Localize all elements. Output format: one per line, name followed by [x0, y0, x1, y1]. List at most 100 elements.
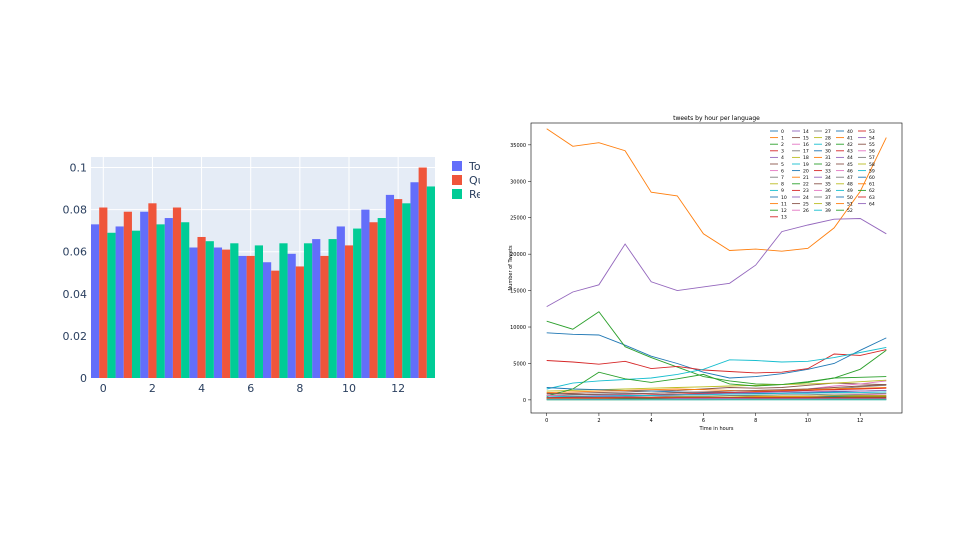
legend-label: 55 [869, 142, 875, 148]
legend-label: 6 [781, 168, 784, 174]
legend-label: 63 [869, 195, 875, 201]
legend-label: 11 [781, 201, 787, 207]
bar-quote [295, 266, 304, 378]
y-tick-label: 35000 [510, 143, 526, 149]
y-tick-label: 0.02 [63, 330, 88, 343]
x-tick-label: 8 [296, 382, 303, 395]
x-tick-label: 0 [100, 382, 107, 395]
bar-quote [344, 245, 354, 378]
legend-label: 12 [781, 208, 787, 214]
legend-swatch-quote [452, 175, 462, 185]
bar-quote [418, 167, 427, 378]
legend-label: 42 [847, 142, 853, 148]
bar-retweet [426, 186, 435, 378]
y-axis-label: Number of Tweets [508, 245, 514, 291]
legend-label-quote: Quote [469, 174, 480, 187]
x-tick-label: 0 [545, 418, 548, 424]
bar-retweet [156, 224, 165, 378]
bar-retweet [131, 230, 141, 378]
legend-label: 31 [825, 155, 831, 161]
x-tick-label: 8 [754, 418, 757, 424]
legend-label-toplevel: TopLevel [468, 160, 480, 173]
line-series-0 [546, 332, 887, 379]
line-series-15 [546, 384, 887, 396]
legend-label: 59 [869, 168, 875, 174]
bar-retweet [328, 239, 337, 378]
legend-label: 34 [825, 175, 831, 181]
x-tick-label: 4 [198, 382, 205, 395]
legend-label: 50 [847, 195, 853, 201]
legend-label: 20 [803, 168, 809, 174]
legend-label: 16 [803, 142, 809, 148]
legend-label: 29 [825, 142, 831, 148]
legend-label: 54 [869, 135, 875, 141]
x-tick-label: 10 [342, 382, 356, 395]
bar-retweet [181, 222, 190, 378]
legend-label: 33 [825, 168, 831, 174]
bar-retweet [402, 203, 411, 378]
legend-label: 56 [869, 149, 875, 155]
line-series-14 [546, 389, 887, 399]
x-tick-label: 4 [650, 418, 653, 424]
bar-quote [197, 236, 206, 378]
y-tick-label: 0.06 [63, 246, 88, 259]
bar-toplevel [287, 253, 296, 378]
y-tick-label: 10000 [510, 325, 526, 331]
legend-label: 26 [803, 208, 809, 214]
bar-quote [394, 199, 403, 378]
legend-label: 37 [825, 195, 831, 201]
bar-toplevel [312, 239, 321, 378]
y-tick-label: 0.04 [63, 288, 88, 301]
x-tick-label: 2 [597, 418, 600, 424]
legend-label: 49 [847, 188, 853, 194]
legend-label: 61 [869, 182, 875, 188]
legend-label: 52 [847, 208, 853, 214]
legend-label: 2 [781, 142, 784, 148]
chart-title: tweets by hour per language [673, 115, 760, 122]
y-tick-label: 5000 [513, 361, 526, 367]
left-bar-chart: 0 0.02 0.04 0.06 0.08 0.1 0 2 4 6 8 10 12 TopLevelQuo… [63, 157, 480, 395]
bar-toplevel [361, 209, 370, 378]
bar-quote [172, 207, 182, 378]
bar-toplevel [115, 226, 124, 378]
legend-label: 9 [781, 188, 784, 194]
bar-toplevel [91, 224, 100, 378]
legend-label: 14 [803, 129, 809, 135]
legend-label: 8 [781, 182, 784, 188]
legend-label: 60 [869, 175, 875, 181]
x-tick-label: 12 [391, 382, 405, 395]
bar-retweet [303, 243, 313, 378]
x-axis-label: Time in hours [698, 426, 733, 432]
bar-toplevel [385, 194, 395, 378]
legend-label: 23 [803, 188, 809, 194]
bar-retweet [205, 241, 214, 378]
x-tick-label: 2 [149, 382, 156, 395]
legend-label: 1 [781, 135, 784, 141]
legend-label: 18 [803, 155, 809, 161]
legend-swatch-retweet [452, 189, 462, 199]
legend-label: 40 [847, 129, 853, 135]
legend-label: 3 [781, 149, 784, 155]
legend-label: 21 [803, 175, 809, 181]
bar-retweet [279, 243, 288, 378]
legend-label: 62 [869, 188, 875, 194]
bar-toplevel [410, 182, 419, 378]
line-series-4 [546, 218, 887, 307]
bar-retweet [353, 228, 362, 378]
legend-label: 30 [825, 149, 831, 155]
legend-label: 22 [803, 182, 809, 188]
legend-label: 51 [847, 201, 853, 207]
bar-toplevel [263, 262, 272, 378]
bar-quote [246, 255, 255, 378]
x-tick-label: 12 [857, 418, 863, 424]
line-series-1 [546, 128, 887, 252]
legend-label: 25 [803, 201, 809, 207]
right-line-chart: tweets by hour per language 0 5000 10000 1 50… [508, 115, 903, 432]
legend-label: 35 [825, 182, 831, 188]
legend-label: 17 [803, 149, 809, 155]
bar-toplevel [164, 218, 173, 378]
legend-label: 0 [781, 129, 784, 135]
legend-label: 36 [825, 188, 831, 194]
bar-toplevel [140, 211, 149, 378]
